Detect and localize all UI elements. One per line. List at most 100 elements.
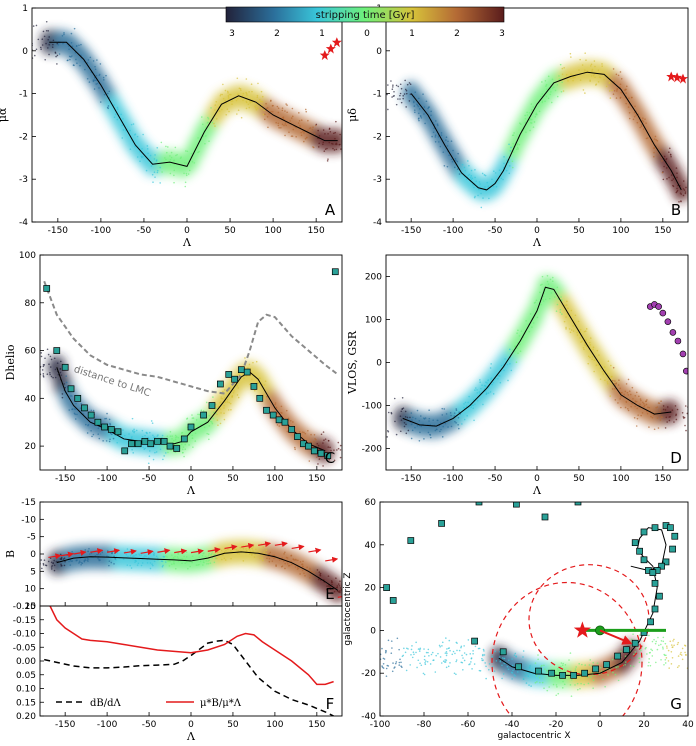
particle (220, 93, 222, 96)
particle (85, 423, 87, 426)
obs-point (200, 411, 207, 419)
particle (497, 374, 500, 377)
particle (456, 649, 458, 652)
particle (96, 82, 99, 85)
particle (318, 458, 321, 460)
particle (682, 194, 685, 197)
particle (449, 412, 452, 414)
particle (277, 107, 280, 110)
particle (273, 557, 275, 560)
particle (600, 670, 603, 672)
obs-point (263, 406, 270, 414)
particle (534, 662, 537, 664)
particle (516, 146, 519, 149)
particle (508, 172, 511, 175)
y-tick-label: 60 (25, 347, 37, 357)
particle (265, 549, 268, 552)
pm-arrow (291, 544, 305, 551)
particle (443, 164, 446, 167)
particle (555, 676, 557, 679)
particle (574, 314, 577, 317)
particle (415, 641, 417, 644)
particle (473, 196, 476, 199)
particle (230, 557, 232, 560)
particle (561, 664, 564, 667)
particle (563, 320, 566, 323)
particle (183, 555, 185, 558)
particle (67, 59, 69, 61)
particle (455, 409, 458, 412)
particle (437, 419, 439, 422)
particle (294, 558, 297, 561)
particle (159, 166, 161, 169)
particle (560, 296, 562, 298)
obs-point (231, 375, 238, 383)
particle (130, 123, 133, 126)
particle (140, 155, 143, 158)
particle (607, 360, 610, 363)
x-tick-label: 50 (227, 720, 239, 730)
particle (445, 651, 448, 653)
particle (398, 664, 401, 666)
particle (680, 651, 682, 654)
particle (52, 39, 55, 42)
particle (311, 128, 314, 131)
particle (632, 398, 634, 400)
particle (637, 414, 639, 416)
particle (679, 653, 682, 656)
particle (549, 93, 552, 96)
particle (429, 436, 432, 439)
particle (113, 116, 116, 119)
particle (479, 183, 481, 185)
particle (478, 669, 481, 672)
particle (40, 352, 43, 354)
particle (329, 130, 332, 133)
particle (208, 438, 210, 441)
obs-point (317, 449, 325, 457)
particle (399, 415, 402, 418)
particle (69, 58, 71, 61)
particle (243, 377, 245, 379)
particle (104, 417, 106, 420)
particle (67, 45, 70, 47)
particle (144, 434, 146, 437)
particle (586, 70, 588, 73)
particle (404, 79, 406, 82)
particle (458, 411, 460, 413)
particle (69, 560, 72, 562)
particle (672, 178, 675, 180)
particle (304, 108, 307, 111)
particle (580, 682, 582, 685)
particle (472, 407, 475, 410)
particle (547, 75, 550, 78)
particle (175, 154, 177, 157)
particle (682, 416, 685, 418)
colorbar-tick-label: 1 (319, 29, 325, 39)
particle (191, 414, 193, 416)
obs-point (651, 605, 659, 613)
particle (461, 423, 463, 425)
particle (611, 658, 614, 661)
particle (245, 107, 248, 110)
particle (560, 90, 563, 93)
particle (656, 417, 659, 419)
particle (676, 408, 679, 411)
particle (655, 640, 657, 643)
particle (338, 584, 341, 587)
particle (84, 68, 86, 71)
particle (230, 100, 233, 103)
x-tick-label: -100 (443, 474, 464, 484)
particle (125, 553, 128, 556)
particle (532, 106, 534, 108)
particle (110, 433, 113, 436)
particle (245, 100, 248, 103)
particle (214, 557, 217, 560)
particle (320, 433, 323, 436)
particle (129, 129, 131, 132)
particle (647, 406, 649, 409)
particle (63, 564, 66, 567)
particle (207, 433, 210, 435)
particle (484, 189, 487, 192)
obs-point (647, 618, 654, 626)
panel-C: distance to LMC-150 -100 -50 0 50 100 150Λ1008… (4, 251, 343, 497)
